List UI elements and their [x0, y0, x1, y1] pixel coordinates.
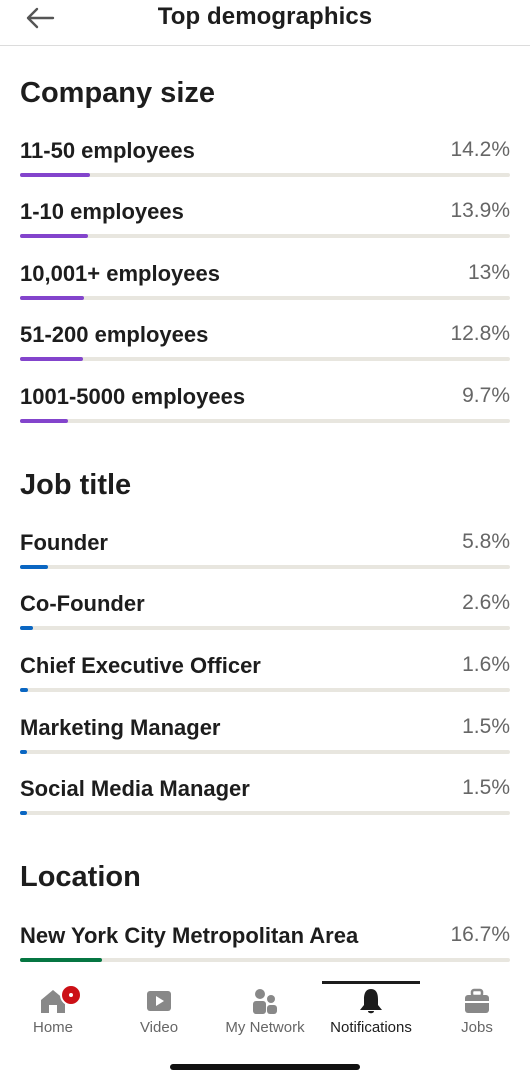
- row-percentage: 2.6%: [462, 591, 510, 614]
- progress-track: [20, 357, 510, 361]
- tab-label: Jobs: [461, 1019, 493, 1036]
- arrow-left-icon: [26, 7, 55, 29]
- progress-track: [20, 565, 510, 569]
- list-item: New York City Metropolitan Area 16.7%: [20, 923, 510, 983]
- progress-track: [20, 958, 510, 962]
- tab-label: Notifications: [330, 1019, 412, 1036]
- section-title: Company size: [20, 77, 215, 109]
- progress-fill: [20, 750, 28, 754]
- row-percentage: 1.6%: [462, 653, 510, 676]
- progress-track: [20, 688, 510, 692]
- bottom-tab-bar: Home Video My Network Notifications Jobs: [0, 974, 530, 1080]
- section-title: Location: [20, 861, 141, 893]
- tab-home[interactable]: Home: [18, 974, 88, 1044]
- video-icon: [144, 986, 174, 1016]
- progress-fill: [20, 811, 28, 815]
- tab-video[interactable]: Video: [124, 974, 194, 1044]
- row-percentage: 9.7%: [462, 384, 510, 407]
- network-icon: [250, 986, 280, 1016]
- row-label: Social Media Manager: [20, 776, 250, 801]
- progress-track: [20, 234, 510, 238]
- progress-fill: [20, 958, 102, 962]
- progress-fill: [20, 419, 68, 423]
- progress-fill: [20, 357, 83, 361]
- list-item: 1-10 employees 13.9%: [20, 199, 510, 259]
- list-item: 11-50 employees 14.2%: [20, 138, 510, 198]
- row-label: Founder: [20, 530, 108, 555]
- row-label: Co-Founder: [20, 591, 145, 616]
- progress-fill: [20, 234, 89, 238]
- list-item: Chief Executive Officer 1.6%: [20, 653, 510, 713]
- row-percentage: 5.8%: [462, 530, 510, 553]
- list-item: 1001-5000 employees 9.7%: [20, 384, 510, 444]
- row-label: Marketing Manager: [20, 715, 221, 740]
- tab-jobs[interactable]: Jobs: [442, 974, 512, 1044]
- row-label: New York City Metropolitan Area: [20, 923, 359, 948]
- back-button[interactable]: [22, 2, 58, 34]
- progress-track: [20, 296, 510, 300]
- row-percentage: 12.8%: [450, 322, 510, 345]
- progress-track: [20, 419, 510, 423]
- progress-track: [20, 626, 510, 630]
- tab-label: My Network: [225, 1019, 305, 1036]
- list-item: Marketing Manager 1.5%: [20, 715, 510, 775]
- progress-track: [20, 750, 510, 754]
- row-label: 1001-5000 employees: [20, 384, 246, 409]
- progress-track: [20, 811, 510, 815]
- progress-fill: [20, 688, 28, 692]
- row-label: 11-50 employees: [20, 138, 195, 163]
- list-item: Social Media Manager 1.5%: [20, 776, 510, 836]
- notification-badge: [60, 984, 82, 1006]
- list-item: 10,001+ employees 13%: [20, 261, 510, 321]
- progress-track: [20, 173, 510, 177]
- progress-fill: [20, 626, 33, 630]
- row-percentage: 14.2%: [450, 138, 510, 161]
- row-label: 51-200 employees: [20, 322, 209, 347]
- row-percentage: 1.5%: [462, 776, 510, 799]
- home-indicator: [170, 1064, 360, 1070]
- briefcase-icon: [462, 986, 492, 1016]
- tab-notifications[interactable]: Notifications: [320, 974, 422, 1044]
- page-title: Top demographics: [157, 3, 373, 30]
- row-label: Chief Executive Officer: [20, 653, 261, 678]
- list-item: 51-200 employees 12.8%: [20, 322, 510, 382]
- row-percentage: 13.9%: [450, 199, 510, 222]
- section-title: Job title: [20, 469, 132, 501]
- active-tab-indicator: [322, 981, 420, 984]
- tab-label: Video: [139, 1019, 179, 1036]
- row-percentage: 13%: [467, 261, 510, 284]
- top-bar: Top demographics: [0, 0, 530, 46]
- row-percentage: 16.7%: [450, 923, 510, 946]
- tab-label: Home: [32, 1019, 73, 1036]
- progress-fill: [20, 173, 90, 177]
- progress-fill: [20, 296, 84, 300]
- tab-my-network[interactable]: My Network: [215, 974, 315, 1044]
- row-label: 10,001+ employees: [20, 261, 220, 286]
- list-item: Founder 5.8%: [20, 530, 510, 590]
- row-percentage: 1.5%: [462, 715, 510, 738]
- list-item: Co-Founder 2.6%: [20, 591, 510, 651]
- bell-icon: [356, 986, 386, 1016]
- row-label: 1-10 employees: [20, 199, 184, 224]
- progress-fill: [20, 565, 49, 569]
- home-icon: [38, 984, 82, 1016]
